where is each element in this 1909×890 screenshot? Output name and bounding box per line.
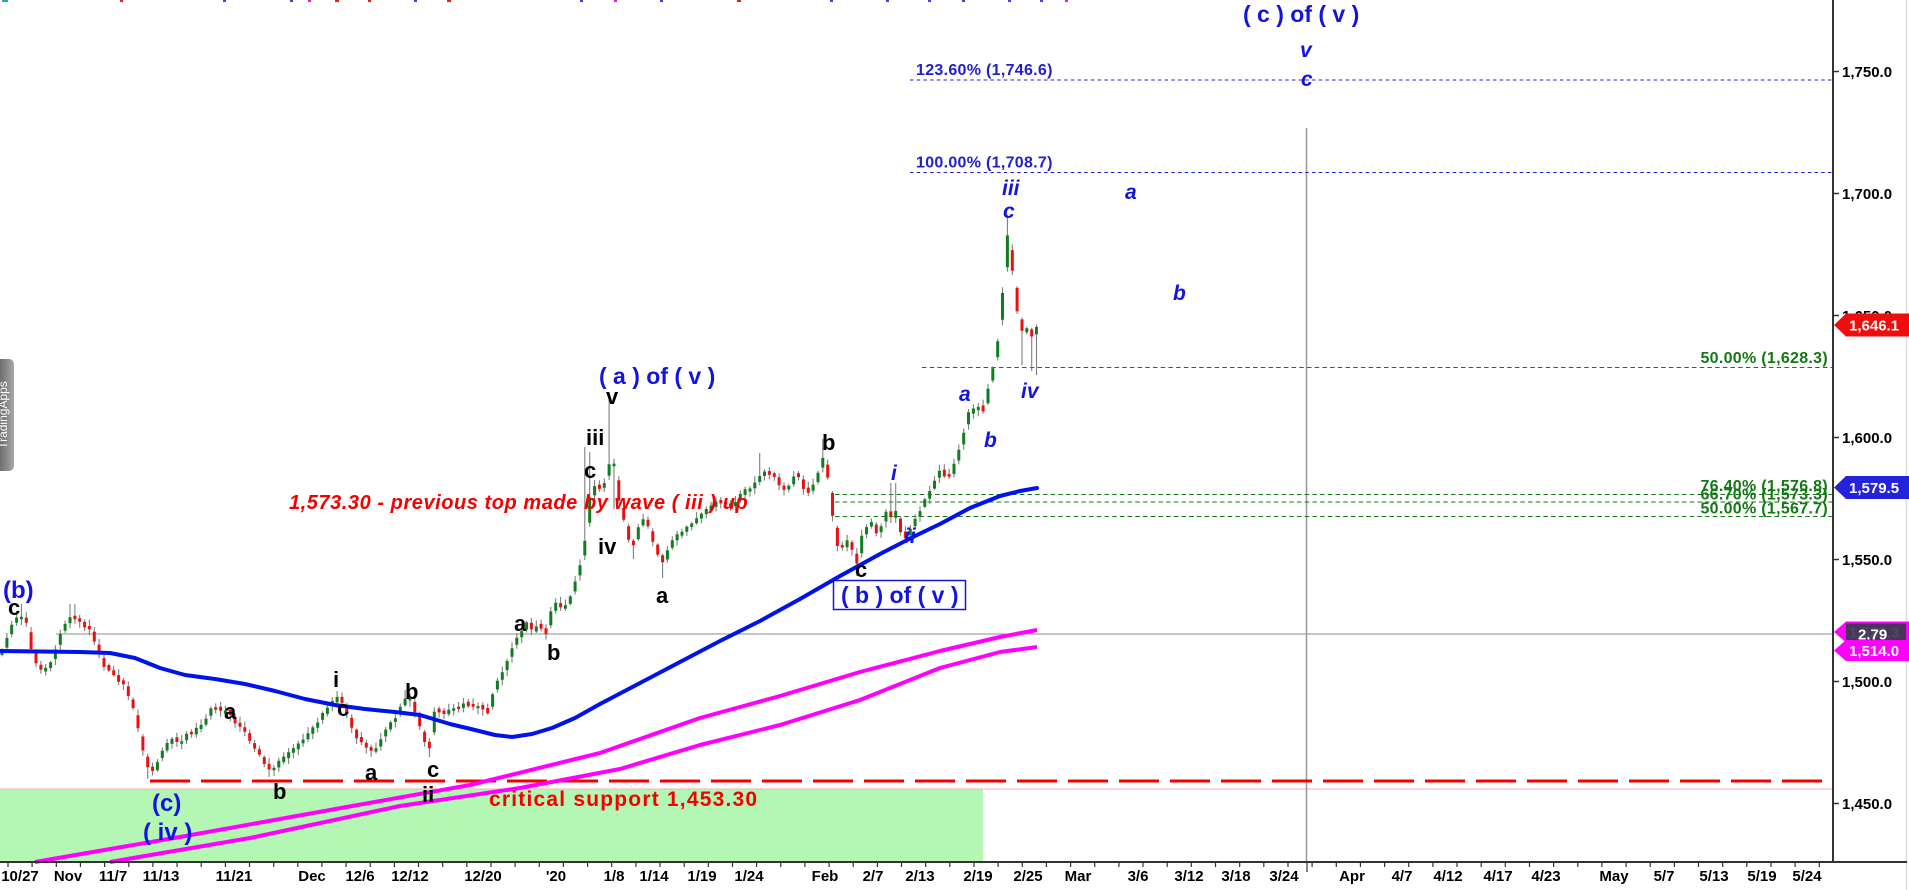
svg-text:12/12: 12/12 xyxy=(391,868,429,885)
svg-text:1,450.0: 1,450.0 xyxy=(1842,796,1892,813)
svg-text:b: b xyxy=(547,640,560,665)
svg-text:TradingApps: TradingApps xyxy=(0,381,10,449)
svg-text:c: c xyxy=(1003,200,1015,223)
svg-text:100.00% (1,708.7): 100.00% (1,708.7) xyxy=(916,155,1053,172)
svg-text:1,514.0: 1,514.0 xyxy=(1849,643,1899,660)
svg-text:2/7: 2/7 xyxy=(863,868,884,885)
svg-text:4/12: 4/12 xyxy=(1433,868,1462,885)
svg-text:12/6: 12/6 xyxy=(345,868,374,885)
svg-text:b: b xyxy=(984,429,997,452)
svg-text:50.00% (1,567.7): 50.00% (1,567.7) xyxy=(1700,501,1828,518)
svg-text:3/24: 3/24 xyxy=(1269,868,1299,885)
svg-text:( iv ): ( iv ) xyxy=(143,819,192,846)
svg-text:12/20: 12/20 xyxy=(464,868,502,885)
svg-text:ii: ii xyxy=(422,782,434,807)
svg-text:iv: iv xyxy=(1021,380,1040,403)
svg-text:iv: iv xyxy=(598,534,617,559)
svg-text:1,550.0: 1,550.0 xyxy=(1842,552,1892,569)
svg-text:a: a xyxy=(1125,181,1137,204)
svg-text:3/18: 3/18 xyxy=(1221,868,1250,885)
svg-text:5/24: 5/24 xyxy=(1792,868,1822,885)
svg-text:c: c xyxy=(337,696,349,721)
svg-text:1,600.0: 1,600.0 xyxy=(1842,430,1892,447)
svg-text:b: b xyxy=(1173,282,1186,305)
svg-text:1,700.0: 1,700.0 xyxy=(1842,186,1892,203)
svg-text:76.40% (1,576.8): 76.40% (1,576.8) xyxy=(1700,478,1828,495)
svg-text:( b ) of ( v ): ( b ) of ( v ) xyxy=(841,582,959,608)
svg-text:b: b xyxy=(405,679,418,704)
svg-text:c: c xyxy=(427,757,439,782)
svg-text:1,500.0: 1,500.0 xyxy=(1842,674,1892,691)
svg-text:c: c xyxy=(584,458,596,483)
svg-text:1/19: 1/19 xyxy=(687,868,716,885)
svg-text:Mar: Mar xyxy=(1065,868,1092,885)
svg-text:10/27: 10/27 xyxy=(1,868,39,885)
svg-text:a: a xyxy=(365,760,378,785)
svg-text:123.60% (1,746.6): 123.60% (1,746.6) xyxy=(916,62,1053,79)
svg-text:May: May xyxy=(1599,868,1629,885)
svg-text:2/13: 2/13 xyxy=(905,868,934,885)
svg-text:50.00% (1,628.3): 50.00% (1,628.3) xyxy=(1700,350,1828,367)
svg-text:2.79: 2.79 xyxy=(1858,627,1887,644)
svg-text:c: c xyxy=(8,595,20,620)
svg-text:11/7: 11/7 xyxy=(99,868,127,885)
svg-text:1,579.5: 1,579.5 xyxy=(1849,480,1899,497)
svg-text:2/19: 2/19 xyxy=(963,868,992,885)
svg-text:1,573.30 - previous top made b: 1,573.30 - previous top made by wave ( i… xyxy=(289,492,748,514)
svg-text:4/7: 4/7 xyxy=(1392,868,1413,885)
svg-text:Feb: Feb xyxy=(812,868,839,885)
svg-text:iii: iii xyxy=(586,425,604,450)
svg-text:'20: '20 xyxy=(546,868,566,885)
svg-text:c: c xyxy=(855,557,867,582)
svg-text:b: b xyxy=(273,779,286,804)
svg-text:v: v xyxy=(606,384,619,409)
svg-text:3/12: 3/12 xyxy=(1174,868,1203,885)
svg-text:ii: ii xyxy=(904,525,917,548)
svg-text:66.70% (1,573.3): 66.70% (1,573.3) xyxy=(1700,487,1828,504)
svg-text:Nov: Nov xyxy=(54,868,83,885)
svg-text:(c): (c) xyxy=(152,790,181,817)
svg-text:1/8: 1/8 xyxy=(604,868,625,885)
svg-text:( c ) of ( v ): ( c ) of ( v ) xyxy=(1243,1,1359,27)
svg-text:i: i xyxy=(891,462,898,485)
svg-text:Apr: Apr xyxy=(1339,868,1365,885)
svg-text:4/17: 4/17 xyxy=(1483,868,1512,885)
svg-text:a: a xyxy=(224,699,237,724)
svg-text:a: a xyxy=(514,611,527,636)
svg-text:( a ) of ( v ): ( a ) of ( v ) xyxy=(599,363,715,389)
svg-text:1,646.1: 1,646.1 xyxy=(1849,318,1899,335)
svg-text:1/24: 1/24 xyxy=(734,868,764,885)
svg-text:i: i xyxy=(333,667,339,692)
svg-text:b: b xyxy=(822,430,835,455)
svg-text:4/23: 4/23 xyxy=(1531,868,1560,885)
svg-text:1,750.0: 1,750.0 xyxy=(1842,64,1892,81)
svg-text:Dec: Dec xyxy=(298,868,326,885)
svg-text:2/25: 2/25 xyxy=(1013,868,1042,885)
svg-text:a: a xyxy=(656,583,669,608)
svg-text:(b): (b) xyxy=(3,577,34,604)
svg-text:11/21: 11/21 xyxy=(216,868,253,885)
svg-text:v: v xyxy=(1300,39,1313,62)
svg-text:iii: iii xyxy=(1002,177,1021,200)
svg-text:3/6: 3/6 xyxy=(1128,868,1149,885)
svg-text:5/7: 5/7 xyxy=(1654,868,1675,885)
svg-text:1/14: 1/14 xyxy=(639,868,669,885)
svg-text:5/13: 5/13 xyxy=(1699,868,1728,885)
svg-text:critical support 1,453.30: critical support 1,453.30 xyxy=(489,788,758,811)
svg-text:11/13: 11/13 xyxy=(143,868,180,885)
svg-text:c: c xyxy=(1301,68,1313,91)
svg-text:5/19: 5/19 xyxy=(1747,868,1776,885)
svg-text:a: a xyxy=(959,383,971,406)
